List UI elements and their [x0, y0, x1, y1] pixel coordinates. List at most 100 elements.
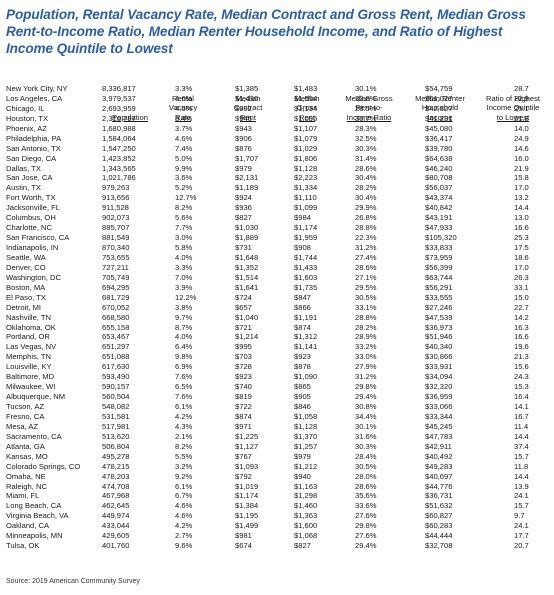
household-income-cell: $36,973	[425, 322, 453, 332]
quintile-ratio-cell: 22.7	[514, 302, 529, 312]
rent-income-ratio-cell: 31.6%	[355, 431, 377, 441]
quintile-ratio-cell: 17.5	[514, 243, 529, 252]
vacancy-rate-cell: 5.2%	[175, 183, 193, 193]
population-cell: 870,340	[102, 243, 130, 252]
household-income-cell: $42,327	[425, 103, 453, 113]
table-body: New York City, NY 8,336,817 3.3% $1,385 $1,4…	[0, 84, 554, 551]
vacancy-rate-cell: 2.7%	[175, 531, 193, 541]
gross-rent-cell: $1,257	[294, 441, 318, 451]
quintile-ratio-cell: 16.4	[514, 392, 529, 402]
gross-rent-cell: $1,554	[294, 93, 318, 103]
rent-income-ratio-cell: 30.5%	[355, 292, 377, 302]
rent-income-ratio-cell: 33.0%	[355, 352, 377, 362]
table-row: Baltimore, MD 593,490 7.6% $923 $1,090 31.2% $…	[0, 372, 554, 382]
rent-income-ratio-cell: 28.6%	[355, 163, 377, 173]
rent-income-ratio-cell: 29.4%	[355, 541, 377, 551]
contract-rent-cell: $1,093	[235, 461, 259, 471]
vacancy-rate-cell: 12.2%	[175, 292, 197, 302]
table-row: Fresno, CA 531,581 4.2% $874 $1,058 34.4% $33,…	[0, 412, 554, 422]
city-cell: Raleigh, NC	[6, 481, 47, 491]
contract-rent-cell: $1,195	[235, 511, 259, 521]
gross-rent-cell: $1,370	[294, 431, 318, 441]
gross-rent-cell: $866	[294, 302, 311, 312]
vacancy-rate-cell: 7.0%	[175, 272, 193, 282]
household-income-cell: $40,340	[425, 342, 453, 352]
household-income-cell: $33,344	[425, 411, 453, 421]
household-income-cell: $60,827	[425, 511, 453, 521]
table-row: New York City, NY 8,336,817 3.3% $1,385 $1,4…	[0, 84, 554, 94]
quintile-ratio-cell: 14.2	[514, 312, 529, 322]
rent-income-ratio-cell: 27.4%	[355, 252, 377, 262]
header-rent-income-ratio: Median Gross Rent-to- Income Ratio	[340, 94, 398, 122]
quintile-ratio-cell: 15.8	[514, 173, 529, 183]
rent-income-ratio-cell: 30.1%	[355, 421, 377, 431]
city-cell: Tulsa, OK	[6, 541, 40, 551]
vacancy-rate-cell: 9.7%	[175, 312, 193, 322]
city-cell: Long Beach, CA	[6, 501, 62, 511]
vacancy-rate-cell: 9.2%	[175, 471, 193, 481]
city-cell: Indianapolis, IN	[6, 243, 59, 252]
vacancy-rate-cell: 7.7%	[175, 223, 193, 233]
gross-rent-cell: $1,212	[294, 461, 318, 471]
quintile-ratio-cell: 17.0	[514, 262, 529, 272]
quintile-ratio-cell: 14.4	[514, 203, 529, 213]
gross-rent-cell: $1,191	[294, 312, 318, 322]
gross-rent-cell: $908	[294, 243, 311, 252]
city-cell: Omaha, NE	[6, 471, 46, 481]
table-row: Long Beach, CA 462,645 4.6% $1,384 $1,460 33.…	[0, 501, 554, 511]
header-line: Ratio of Highest	[485, 93, 541, 103]
city-cell: San Diego, CA	[6, 153, 57, 163]
population-cell: 913,656	[102, 193, 130, 203]
vacancy-rate-cell: 3.7%	[175, 123, 193, 133]
city-cell: El Paso, TX	[6, 292, 46, 302]
contract-rent-cell: $728	[235, 362, 252, 372]
rent-income-ratio-cell: 30.3%	[355, 143, 377, 153]
population-cell: 429,605	[102, 531, 130, 541]
household-income-cell: $34,094	[425, 372, 453, 382]
gross-rent-cell: $984	[294, 213, 311, 223]
contract-rent-cell: $1,707	[235, 153, 259, 163]
population-cell: 467,968	[102, 491, 130, 501]
contract-rent-cell: $1,384	[235, 501, 259, 511]
quintile-ratio-cell: 14.1	[514, 402, 529, 411]
contract-rent-cell: $1,499	[235, 521, 259, 531]
gross-rent-cell: $1,298	[294, 491, 318, 501]
header-line: Median	[294, 93, 320, 103]
vacancy-rate-cell: 5.5%	[175, 451, 193, 461]
rent-income-ratio-cell: 27.1%	[355, 272, 377, 282]
vacancy-rate-cell: 6.7%	[175, 491, 193, 501]
gross-rent-cell: $1,068	[294, 531, 318, 541]
household-income-cell: $63,744	[425, 272, 453, 282]
city-cell: Columbus, OH	[6, 213, 56, 223]
rent-income-ratio-cell: 28.2%	[355, 183, 377, 193]
gross-rent-cell: $1,090	[294, 372, 318, 382]
contract-rent-cell: $1,352	[235, 262, 259, 272]
table-row: El Paso, TX 681,729 12.2% $724 $847 30.5% $33,…	[0, 293, 554, 303]
contract-rent-cell: $874	[235, 411, 252, 421]
gross-rent-cell: $1,095	[294, 113, 318, 123]
gross-rent-cell: $1,334	[294, 183, 318, 193]
rent-income-ratio-cell: 28.6%	[355, 262, 377, 272]
table-row: Los Angeles, CA 3,979,537 4.6% $1,436 $1,554…	[0, 94, 554, 104]
rent-income-ratio-cell: 28.5%	[355, 103, 377, 113]
city-cell: Portland, OR	[6, 332, 50, 342]
rent-income-ratio-cell: 30.7%	[355, 113, 377, 123]
table-row: Detroit, MI 670,052 3.8% $657 $866 33.1% $27,2…	[0, 303, 554, 313]
quintile-ratio-cell: 24.1	[514, 521, 529, 531]
population-cell: 531,581	[102, 411, 130, 421]
header-line: Rent-to-	[355, 103, 383, 113]
contract-rent-cell: $721	[235, 322, 252, 332]
contract-rent-cell: $1,189	[235, 183, 259, 193]
quintile-ratio-cell: 15.0	[514, 292, 529, 302]
gross-rent-cell: $1,058	[294, 411, 318, 421]
rent-income-ratio-cell: 33.6%	[355, 501, 377, 511]
table-row: Austin, TX 979,263 5.2% $1,189 $1,334 28.2% $5…	[0, 183, 554, 193]
contract-rent-cell: $1,436	[235, 93, 259, 103]
contract-rent-cell: $971	[235, 421, 252, 431]
rent-income-ratio-cell: 28.9%	[355, 332, 377, 342]
household-income-cell: $33,931	[425, 362, 453, 372]
table-row: Portland, OR 653,467 4.0% $1,214 $1,312 28.9%…	[0, 332, 554, 342]
table-row: Columbus, OH 902,073 5.6% $827 $984 26.8% $43,…	[0, 213, 554, 223]
vacancy-rate-cell: 7.6%	[175, 392, 193, 402]
table-row: San Jose, CA 1,021,786 3.6% $2,131 $2,223 30.…	[0, 173, 554, 183]
